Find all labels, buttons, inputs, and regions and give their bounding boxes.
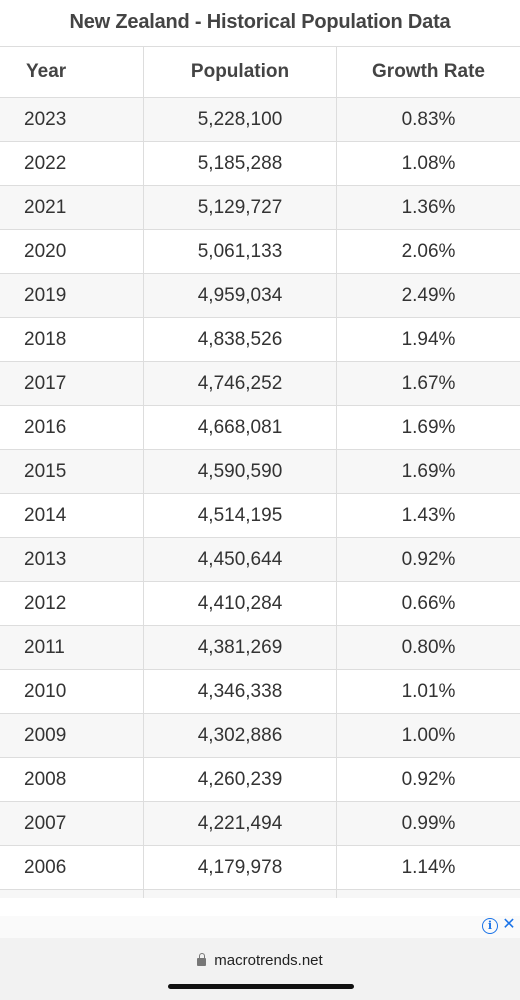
table-cell-growth-rate: 1.14% xyxy=(336,845,520,890)
table-cell-population: 4,514,195 xyxy=(143,493,337,538)
table-cell-population: 5,129,727 xyxy=(143,185,337,230)
close-icon[interactable]: ✕ xyxy=(502,916,516,933)
table-cell-population: 4,346,338 xyxy=(143,669,337,714)
address-bar[interactable]: macrotrends.net xyxy=(0,938,520,1000)
table-cell-year: 2016 xyxy=(0,405,144,450)
table-cell-year: 2010 xyxy=(0,669,144,714)
table-cell-growth-rate: 1.36% xyxy=(336,185,520,230)
url-text: macrotrends.net xyxy=(214,952,323,969)
table-row: 2011 4,381,269 0.80% xyxy=(0,625,520,670)
table-cell-population: 5,185,288 xyxy=(143,141,337,186)
table-cell-growth-rate: 2.49% xyxy=(336,273,520,318)
table-cell-population: 4,590,590 xyxy=(143,449,337,494)
table-cell-growth-rate: 0.92% xyxy=(336,537,520,582)
table-cell-year: 2007 xyxy=(0,801,144,846)
table-cell-year: 2013 xyxy=(0,537,144,582)
browser-bottom-bar: i ✕ macrotrends.net xyxy=(0,898,520,1000)
table-cell-growth-rate: 1.01% xyxy=(336,669,520,714)
population-table: Year Population Growth Rate 2023 5,228,10… xyxy=(0,46,520,898)
table-header-row: Year Population Growth Rate xyxy=(0,46,520,98)
table-cell-population: 4,381,269 xyxy=(143,625,337,670)
table-row: 2013 4,450,644 0.92% xyxy=(0,537,520,582)
url-display[interactable]: macrotrends.net xyxy=(0,952,520,969)
population-table-container[interactable]: Year Population Growth Rate 2023 5,228,10… xyxy=(0,46,520,898)
table-cell-population: 4,410,284 xyxy=(143,581,337,626)
table-cell-growth-rate: 1.69% xyxy=(336,449,520,494)
table-cell-growth-rate: 1.94% xyxy=(336,317,520,362)
column-header-population[interactable]: Population xyxy=(143,46,337,98)
table-cell-growth-rate: 2.06% xyxy=(336,229,520,274)
table-cell-year: 2011 xyxy=(0,625,144,670)
table-cell-growth-rate: 0.66% xyxy=(336,581,520,626)
table-cell-population: 4,179,978 xyxy=(143,845,337,890)
table-row: 2008 4,260,239 0.92% xyxy=(0,757,520,802)
table-cell-growth-rate: 1.43% xyxy=(336,493,520,538)
column-header-growth-rate[interactable]: Growth Rate xyxy=(336,46,520,98)
table-cell-growth-rate: 0.92% xyxy=(336,757,520,802)
table-cell-year: 2006 xyxy=(0,845,144,890)
table-row: 2020 5,061,133 2.06% xyxy=(0,229,520,274)
table-cell-population: 4,668,081 xyxy=(143,405,337,450)
table-cell-population: 4,838,526 xyxy=(143,317,337,362)
table-body: 2023 5,228,100 0.83% 2022 5,185,288 1.08% 2021… xyxy=(0,97,520,898)
table-cell-population: 4,746,252 xyxy=(143,361,337,406)
table-row: 2006 4,179,978 1.14% xyxy=(0,845,520,890)
page-title: New Zealand - Historical Population Data xyxy=(69,11,451,33)
table-row: 2010 4,346,338 1.01% xyxy=(0,669,520,714)
table-row: 2015 4,590,590 1.69% xyxy=(0,449,520,494)
table-row: 2018 4,838,526 1.94% xyxy=(0,317,520,362)
table-cell-population: 4,302,886 xyxy=(143,713,337,758)
table-cell-growth-rate: 1.69% xyxy=(336,405,520,450)
table-cell-growth-rate: 1.67% xyxy=(336,361,520,406)
table-cell-population: 5,061,133 xyxy=(143,229,337,274)
table-row: 2023 5,228,100 0.83% xyxy=(0,97,520,142)
table-cell-year: 2012 xyxy=(0,581,144,626)
table-cell-year: 2023 xyxy=(0,97,144,142)
table-cell-population: 4,959,034 xyxy=(143,273,337,318)
home-indicator[interactable] xyxy=(168,984,354,989)
table-cell-growth-rate: 1.08% xyxy=(336,141,520,186)
table-cell-year: 2017 xyxy=(0,361,144,406)
table-cell-growth-rate: 0.99% xyxy=(336,801,520,846)
table-cell-population: 4,221,494 xyxy=(143,801,337,846)
table-cell-growth-rate: 0.80% xyxy=(336,625,520,670)
table-cell-year: 2022 xyxy=(0,141,144,186)
table-row: 2014 4,514,195 1.43% xyxy=(0,493,520,538)
table-cell-population: 5,228,100 xyxy=(143,97,337,142)
table-row: 2022 5,185,288 1.08% xyxy=(0,141,520,186)
table-row: 2009 4,302,886 1.00% xyxy=(0,713,520,758)
column-header-year[interactable]: Year xyxy=(0,46,144,98)
ad-banner[interactable]: i ✕ xyxy=(0,916,520,938)
table-cell-year: 2008 xyxy=(0,757,144,802)
table-cell-year: 2014 xyxy=(0,493,144,538)
table-row-partial xyxy=(0,889,520,898)
table-cell-growth-rate: 1.00% xyxy=(336,713,520,758)
table-cell-year: 2015 xyxy=(0,449,144,494)
table-cell-year: 2020 xyxy=(0,229,144,274)
table-row: 2016 4,668,081 1.69% xyxy=(0,405,520,450)
info-icon[interactable]: i xyxy=(482,918,498,934)
table-cell-year: 2019 xyxy=(0,273,144,318)
table-row: 2019 4,959,034 2.49% xyxy=(0,273,520,318)
table-cell-year: 2018 xyxy=(0,317,144,362)
table-cell-partial xyxy=(143,889,337,898)
table-cell-population: 4,260,239 xyxy=(143,757,337,802)
table-row: 2021 5,129,727 1.36% xyxy=(0,185,520,230)
table-cell-year: 2021 xyxy=(0,185,144,230)
table-cell-growth-rate: 0.83% xyxy=(336,97,520,142)
lock-icon xyxy=(197,953,207,966)
table-cell-year: 2009 xyxy=(0,713,144,758)
table-cell-partial xyxy=(0,889,144,898)
table-row: 2017 4,746,252 1.67% xyxy=(0,361,520,406)
table-cell-partial xyxy=(336,889,520,898)
table-row: 2012 4,410,284 0.66% xyxy=(0,581,520,626)
table-row: 2007 4,221,494 0.99% xyxy=(0,801,520,846)
table-cell-population: 4,450,644 xyxy=(143,537,337,582)
